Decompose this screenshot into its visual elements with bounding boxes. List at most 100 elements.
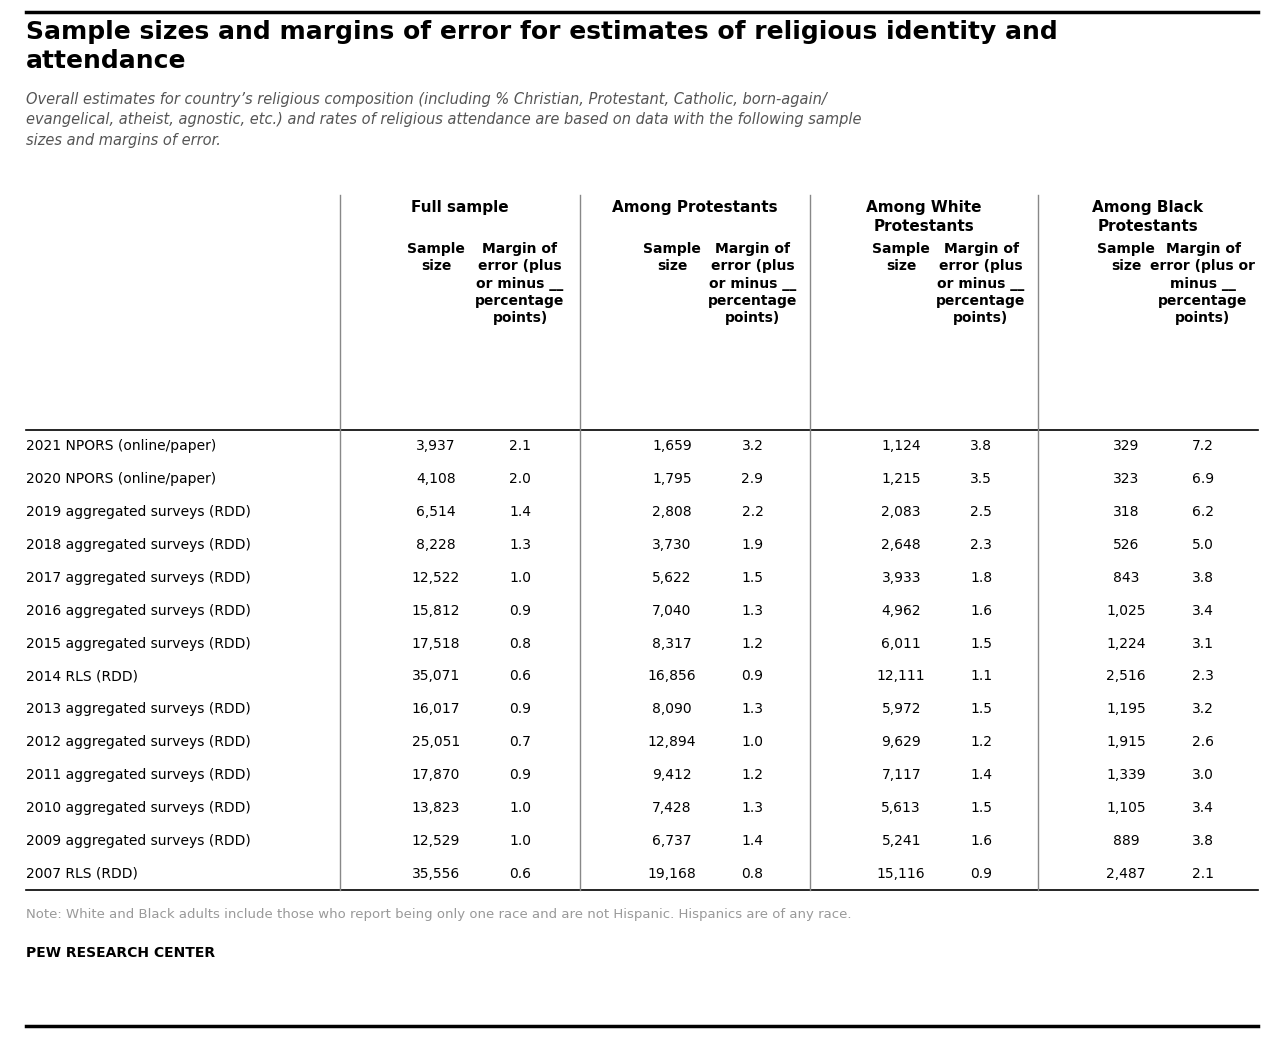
Text: Among Protestants: Among Protestants	[612, 200, 778, 215]
Text: 6.9: 6.9	[1192, 472, 1213, 486]
Text: 8,317: 8,317	[653, 636, 691, 651]
Text: 2007 RLS (RDD): 2007 RLS (RDD)	[26, 867, 138, 880]
Text: 16,856: 16,856	[648, 670, 696, 683]
Text: 8,228: 8,228	[416, 538, 456, 552]
Text: Margin of
error (plus
or minus __
percentage
points): Margin of error (plus or minus __ percen…	[708, 242, 797, 325]
Text: 2011 aggregated surveys (RDD): 2011 aggregated surveys (RDD)	[26, 768, 251, 782]
Text: 889: 889	[1112, 834, 1139, 848]
Text: 1.3: 1.3	[741, 801, 763, 815]
Text: 1.3: 1.3	[509, 538, 531, 552]
Text: 0.6: 0.6	[509, 867, 531, 880]
Text: 9,629: 9,629	[882, 735, 922, 749]
Text: Among White
Protestants: Among White Protestants	[867, 200, 982, 234]
Text: 1.0: 1.0	[509, 834, 531, 848]
Text: 5,241: 5,241	[882, 834, 920, 848]
Text: Sample
size: Sample size	[643, 242, 701, 273]
Text: 1,025: 1,025	[1106, 604, 1146, 618]
Text: 2.6: 2.6	[1192, 735, 1213, 749]
Text: 9,412: 9,412	[653, 768, 691, 782]
Text: 2.3: 2.3	[970, 538, 992, 552]
Text: 0.9: 0.9	[970, 867, 992, 880]
Text: Sample sizes and margins of error for estimates of religious identity and
attend: Sample sizes and margins of error for es…	[26, 20, 1057, 73]
Text: 3.8: 3.8	[1192, 571, 1213, 584]
Text: 2015 aggregated surveys (RDD): 2015 aggregated surveys (RDD)	[26, 636, 251, 651]
Text: 6,737: 6,737	[653, 834, 691, 848]
Text: 7,428: 7,428	[653, 801, 691, 815]
Text: 4,962: 4,962	[882, 604, 922, 618]
Text: 2020 NPORS (online/paper): 2020 NPORS (online/paper)	[26, 472, 216, 486]
Text: 0.9: 0.9	[509, 768, 531, 782]
Text: Margin of
error (plus or
minus __
percentage
points): Margin of error (plus or minus __ percen…	[1151, 242, 1256, 325]
Text: 7,117: 7,117	[882, 768, 922, 782]
Text: 1,224: 1,224	[1106, 636, 1146, 651]
Text: 17,518: 17,518	[412, 636, 461, 651]
Text: 3.5: 3.5	[970, 472, 992, 486]
Text: 2013 aggregated surveys (RDD): 2013 aggregated surveys (RDD)	[26, 703, 251, 716]
Text: 843: 843	[1112, 571, 1139, 584]
Text: 12,522: 12,522	[412, 571, 460, 584]
Text: 2016 aggregated surveys (RDD): 2016 aggregated surveys (RDD)	[26, 604, 251, 618]
Text: 1,124: 1,124	[882, 439, 922, 454]
Text: 1.6: 1.6	[970, 604, 992, 618]
Text: 318: 318	[1112, 506, 1139, 519]
Text: Note: White and Black adults include those who report being only one race and ar: Note: White and Black adults include tho…	[26, 908, 851, 921]
Text: 0.8: 0.8	[509, 636, 531, 651]
Text: 5,972: 5,972	[882, 703, 920, 716]
Text: 16,017: 16,017	[412, 703, 461, 716]
Text: 3,933: 3,933	[882, 571, 920, 584]
Text: 3.4: 3.4	[1192, 604, 1213, 618]
Text: 0.8: 0.8	[741, 867, 763, 880]
Text: 1,795: 1,795	[653, 472, 691, 486]
Text: 2.2: 2.2	[741, 506, 763, 519]
Text: 2,808: 2,808	[653, 506, 691, 519]
Text: 2.0: 2.0	[509, 472, 531, 486]
Text: 2.3: 2.3	[1192, 670, 1213, 683]
Text: 12,111: 12,111	[877, 670, 925, 683]
Text: 1.0: 1.0	[509, 801, 531, 815]
Text: 12,529: 12,529	[412, 834, 461, 848]
Text: 1.9: 1.9	[741, 538, 764, 552]
Text: 8,090: 8,090	[653, 703, 691, 716]
Text: 1.4: 1.4	[509, 506, 531, 519]
Text: 2.1: 2.1	[1192, 867, 1213, 880]
Text: 1,105: 1,105	[1106, 801, 1146, 815]
Text: 1.4: 1.4	[970, 768, 992, 782]
Text: 1.5: 1.5	[970, 801, 992, 815]
Text: 7.2: 7.2	[1192, 439, 1213, 454]
Text: 1,915: 1,915	[1106, 735, 1146, 749]
Text: 2019 aggregated surveys (RDD): 2019 aggregated surveys (RDD)	[26, 506, 251, 519]
Text: 19,168: 19,168	[648, 867, 696, 880]
Text: 5,622: 5,622	[653, 571, 691, 584]
Text: 3.0: 3.0	[1192, 768, 1213, 782]
Text: 2012 aggregated surveys (RDD): 2012 aggregated surveys (RDD)	[26, 735, 251, 749]
Text: 2.5: 2.5	[970, 506, 992, 519]
Text: 6.2: 6.2	[1192, 506, 1213, 519]
Text: 2.1: 2.1	[509, 439, 531, 454]
Text: 25,051: 25,051	[412, 735, 460, 749]
Text: 1.8: 1.8	[970, 571, 992, 584]
Text: 2,083: 2,083	[882, 506, 920, 519]
Text: 2009 aggregated surveys (RDD): 2009 aggregated surveys (RDD)	[26, 834, 251, 848]
Text: 1.3: 1.3	[741, 604, 763, 618]
Text: 2,487: 2,487	[1106, 867, 1146, 880]
Text: 1.2: 1.2	[970, 735, 992, 749]
Text: Overall estimates for country’s religious composition (including % Christian, Pr: Overall estimates for country’s religiou…	[26, 92, 861, 147]
Text: 1,659: 1,659	[652, 439, 692, 454]
Text: 0.9: 0.9	[509, 703, 531, 716]
Text: PEW RESEARCH CENTER: PEW RESEARCH CENTER	[26, 946, 215, 960]
Text: Sample
size: Sample size	[1097, 242, 1155, 273]
Text: Margin of
error (plus
or minus __
percentage
points): Margin of error (plus or minus __ percen…	[475, 242, 564, 325]
Text: 15,812: 15,812	[412, 604, 461, 618]
Text: 2017 aggregated surveys (RDD): 2017 aggregated surveys (RDD)	[26, 571, 251, 584]
Text: 5,613: 5,613	[882, 801, 922, 815]
Text: 1.0: 1.0	[741, 735, 763, 749]
Text: Among Black
Protestants: Among Black Protestants	[1092, 200, 1203, 234]
Text: 1.5: 1.5	[741, 571, 763, 584]
Text: 323: 323	[1112, 472, 1139, 486]
Text: 3.2: 3.2	[1192, 703, 1213, 716]
Text: 0.7: 0.7	[509, 735, 531, 749]
Text: 2014 RLS (RDD): 2014 RLS (RDD)	[26, 670, 138, 683]
Text: 3.8: 3.8	[970, 439, 992, 454]
Text: 1.5: 1.5	[970, 636, 992, 651]
Text: 13,823: 13,823	[412, 801, 461, 815]
